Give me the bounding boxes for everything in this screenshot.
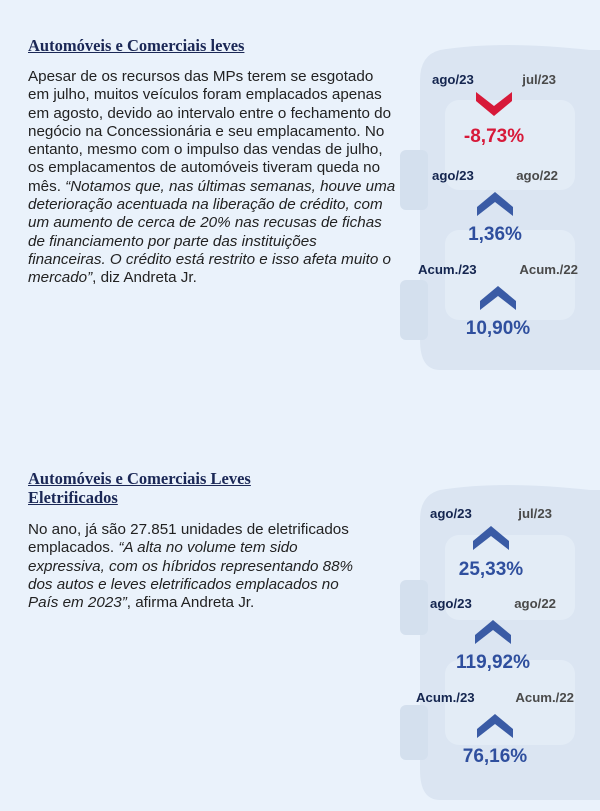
body-tail: , diz Andreta Jr.	[92, 269, 197, 287]
chevron-up-icon	[475, 620, 511, 644]
stat-label-compare: Acum./22	[515, 690, 574, 705]
stat-value: 10,90%	[465, 318, 531, 339]
chevron-down-icon	[476, 92, 512, 116]
stat-label-compare: ago/22	[516, 168, 558, 183]
chevron-up-icon	[480, 286, 516, 310]
stat-value: 76,16%	[462, 746, 528, 767]
body-plain: Apesar de os recursos das MPs terem se e…	[28, 68, 392, 195]
chevron-up-icon	[477, 192, 513, 216]
body-tail: , afirma Andreta Jr.	[126, 594, 255, 612]
stat-value: 1,36%	[468, 224, 522, 245]
section-title: Automóveis e Comerciais Leves Eletrifica…	[28, 469, 251, 507]
body-plain: No ano, já são 27.851 unidades de eletri…	[28, 521, 349, 557]
stat-label-current: Acum./23	[416, 690, 475, 705]
body-quote: “Notamos que, nas últimas semanas, houve…	[28, 177, 396, 287]
section-title: Automóveis e Comerciais leves	[28, 36, 245, 55]
stat-value: 25,33%	[458, 559, 524, 580]
stat-ago23-vs-ago22: ago/23 ago/22 1,36%	[432, 168, 558, 252]
section-eletrificados: Automóveis e Comerciais Leves Eletrifica…	[0, 450, 600, 811]
stat-label-compare: jul/23	[522, 72, 556, 87]
section-automoveis: Automóveis e Comerciais leves Apesar de …	[28, 36, 600, 370]
stat-acum23-vs-acum22: Acum./23 Acum./22 76,16%	[416, 690, 574, 774]
stat-value: 119,92%	[456, 652, 530, 673]
section-body-text: No ano, já são 27.851 unidades de eletri…	[28, 521, 358, 612]
stat-label-compare: Acum./22	[519, 262, 578, 277]
stat-label-current: ago/23	[430, 596, 472, 611]
stat-label-current: Acum./23	[418, 262, 477, 277]
stat-ago23-vs-jul23: ago/23 jul/23 25,33%	[430, 506, 552, 590]
body-quote: “A alta no volume tem sido expressiva, c…	[28, 539, 354, 612]
stat-acum23-vs-acum22: Acum./23 Acum./22 10,90%	[418, 262, 578, 346]
chevron-up-icon	[473, 526, 509, 550]
section-body-text: Apesar de os recursos das MPs terem se e…	[28, 68, 398, 288]
stat-ago23-vs-jul23: ago/23 jul/23 -8,73%	[432, 72, 556, 156]
stat-label-compare: ago/22	[514, 596, 556, 611]
chevron-up-icon	[477, 714, 513, 738]
stat-value: -8,73%	[463, 126, 525, 147]
stat-label-compare: jul/23	[518, 506, 552, 521]
stat-ago23-vs-ago22: ago/23 ago/22 119,92%	[430, 596, 556, 680]
stat-label-current: ago/23	[432, 72, 474, 87]
stat-label-current: ago/23	[432, 168, 474, 183]
stat-label-current: ago/23	[430, 506, 472, 521]
